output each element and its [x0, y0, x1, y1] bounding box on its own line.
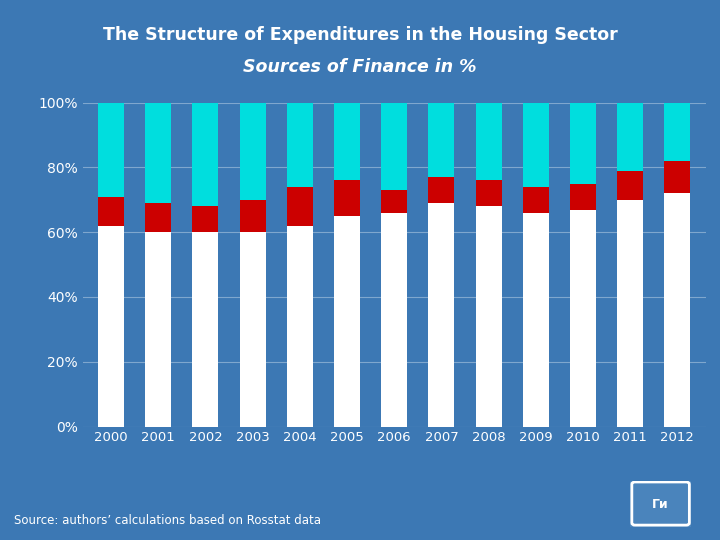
Bar	[334, 216, 360, 427]
Bar	[665, 193, 690, 427]
Bar	[334, 180, 360, 216]
Text: Ги: Ги	[652, 498, 669, 511]
Bar	[381, 103, 408, 190]
Bar	[145, 232, 171, 427]
FancyBboxPatch shape	[632, 482, 689, 525]
Bar	[570, 184, 596, 210]
Bar	[98, 226, 124, 427]
Bar	[523, 103, 549, 187]
Bar	[240, 200, 266, 232]
Bar	[476, 206, 502, 427]
Bar	[287, 226, 312, 427]
Bar	[665, 103, 690, 161]
Text: The Structure of Expenditures in the Housing Sector: The Structure of Expenditures in the Hou…	[103, 26, 617, 44]
Bar	[287, 103, 312, 187]
Bar	[665, 161, 690, 193]
Bar	[523, 187, 549, 213]
Bar	[523, 213, 549, 427]
Bar	[192, 232, 218, 427]
Bar	[192, 103, 218, 206]
Bar	[617, 171, 643, 200]
Bar	[428, 103, 454, 177]
Bar	[570, 210, 596, 427]
Bar	[570, 103, 596, 184]
Bar	[381, 213, 408, 427]
Bar	[428, 203, 454, 427]
Bar	[476, 180, 502, 206]
Bar	[617, 200, 643, 427]
Bar	[240, 232, 266, 427]
Bar	[98, 197, 124, 226]
Bar	[145, 203, 171, 232]
Bar	[192, 206, 218, 232]
Bar	[145, 103, 171, 203]
Bar	[287, 187, 312, 226]
Bar	[98, 103, 124, 197]
Bar	[617, 103, 643, 171]
Bar	[381, 190, 408, 213]
Bar	[428, 177, 454, 203]
Bar	[240, 103, 266, 200]
Text: Sources of Finance in %: Sources of Finance in %	[243, 58, 477, 77]
Bar	[334, 103, 360, 180]
Text: Source: authors’ calculations based on Rosstat data: Source: authors’ calculations based on R…	[14, 514, 321, 526]
Bar	[476, 103, 502, 180]
